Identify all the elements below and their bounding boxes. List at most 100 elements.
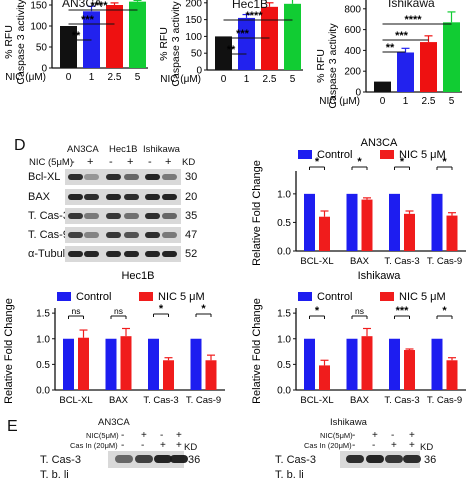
y-tick-label: 400 [344, 46, 361, 57]
bar-nic-T. Cas-3 [163, 360, 174, 390]
x-tick-label: BAX [350, 256, 370, 267]
legend-label-nic: NIC 5 μM [399, 149, 446, 161]
bar-control-T. Cas-3 [148, 338, 159, 390]
blot-e-protein-left: T. Cas-3 [40, 454, 81, 466]
y-axis-label: Relative Fold Change [3, 298, 15, 404]
blot-band [162, 213, 177, 219]
x-tick-label: 0 [221, 74, 227, 85]
x-tick-label: 2.5 [263, 74, 277, 85]
blot-e-sign-row2: + [391, 440, 397, 451]
blot-band [162, 174, 177, 180]
blot-e-band [170, 455, 188, 463]
blot-e-sign-row1: + [176, 430, 182, 441]
blot-band [106, 251, 121, 257]
chart-title: Ishikawa [358, 270, 402, 282]
blot-protein-label: T. Cas-3 [28, 210, 69, 222]
y-tick-label: 200 [344, 67, 361, 78]
significance-label: ** [227, 44, 236, 56]
y-tick-label: 0.5 [277, 218, 291, 229]
legend-swatch-nic [139, 292, 153, 301]
blot-strip [104, 189, 143, 205]
blot-band [68, 213, 83, 219]
y-tick-label: 150 [185, 15, 202, 26]
blot-band [106, 232, 121, 238]
x-tick-label: T. Cas-9 [427, 256, 462, 267]
y-tick-label: 100 [185, 32, 202, 43]
blot-e-band [154, 455, 172, 463]
blot-band [124, 232, 139, 238]
significance-label: * [442, 305, 447, 317]
blot-kd-value: 20 [185, 191, 198, 203]
blot-e-protein-right: T. Cas-3 [275, 454, 316, 466]
significance-label: * [159, 303, 164, 315]
blot-lane-sign: + [87, 156, 94, 168]
y-tick-label: 50 [36, 43, 48, 54]
blot-band [124, 194, 139, 200]
bar-0 [60, 26, 77, 68]
x-tick-label: T. Cas-3 [384, 256, 419, 267]
blot-band [162, 232, 177, 238]
legend-swatch-control [298, 292, 312, 301]
legend-label-control: Control [317, 291, 352, 303]
chart-title: AN3CA [361, 137, 398, 149]
blot-protein-label: BAX [28, 191, 51, 203]
blot-e-sign-row2: - [121, 440, 125, 451]
bar-5 [129, 1, 146, 69]
blot-lane-sign: - [148, 156, 152, 168]
significance-label: *** [395, 30, 409, 42]
y-tick-label: 1.0 [277, 189, 291, 200]
blot-e-row1-label: NIC(5μM) [86, 431, 119, 440]
x-tick-label: 0 [66, 72, 72, 83]
blot-e-kd-value-left: 36 [188, 454, 201, 466]
x-axis-label: NIC (μM) [5, 72, 46, 83]
blot-strip [65, 227, 106, 243]
x-tick-label: 2.5 [422, 96, 436, 107]
bar-control-BAX [346, 193, 358, 251]
bar-1 [238, 17, 255, 71]
blot-protein-label: Bcl-XL [28, 171, 61, 183]
blot-e-kd-value-right: 36 [424, 454, 437, 466]
bar-5 [443, 22, 460, 92]
bar-control-BCL-XL [63, 338, 74, 390]
legend-swatch-nic [380, 150, 394, 159]
x-tick-label: T. Cas-9 [427, 395, 462, 406]
y-tick-label: 1.0 [36, 334, 50, 345]
blot-strip [104, 246, 143, 262]
blot-e-band [135, 455, 153, 463]
x-tick-label: 1 [403, 96, 409, 107]
blot-lane-sign: - [71, 156, 75, 168]
y-tick-label: 800 [344, 4, 361, 15]
y-tick-label: 0 [196, 66, 202, 77]
significance-label: *** [81, 14, 95, 26]
y-tick-label: 0.0 [277, 386, 291, 397]
significance-label: * [201, 303, 206, 315]
bar-control-BAX [105, 338, 117, 390]
y-axis-label-line2: Caspase 3 activity [327, 23, 339, 109]
blot-e-row2-label: Cas In (20μM) [304, 441, 352, 450]
blot-e-sign-row2: + [176, 440, 182, 451]
blot-band [145, 213, 160, 219]
y-tick-label: 0.0 [36, 386, 50, 397]
chart-title: Hec1B [232, 0, 269, 11]
y-axis-label: Relative Fold Change [251, 160, 263, 266]
blot-protein-label: α-Tubulin [28, 248, 74, 260]
bar-5 [284, 3, 301, 71]
x-tick-label: T. Cas-3 [384, 395, 419, 406]
blot-e-kd-left: KD [184, 442, 198, 453]
blot-band [145, 174, 160, 180]
fold-plot-hec1b: Hec1B Control NIC 5 μM 0.0 0.5 1.0 1.5 Relative… [3, 270, 225, 406]
legend-label-nic: NIC 5 μM [399, 291, 446, 303]
significance-label: **** [404, 14, 422, 26]
bar-nic-BAX [120, 336, 132, 390]
y-tick-label: 0 [355, 88, 361, 99]
blot-band [145, 251, 160, 257]
bar-nic-BCL-XL [319, 365, 330, 390]
bar-nic-T. Cas-9 [446, 215, 458, 251]
blot-band [84, 213, 99, 219]
significance-label: ns [72, 306, 81, 316]
significance-label: **** [90, 0, 108, 12]
blot-strip [65, 169, 106, 185]
significance-label: *** [236, 28, 250, 40]
legend-label-control: Control [317, 149, 352, 161]
